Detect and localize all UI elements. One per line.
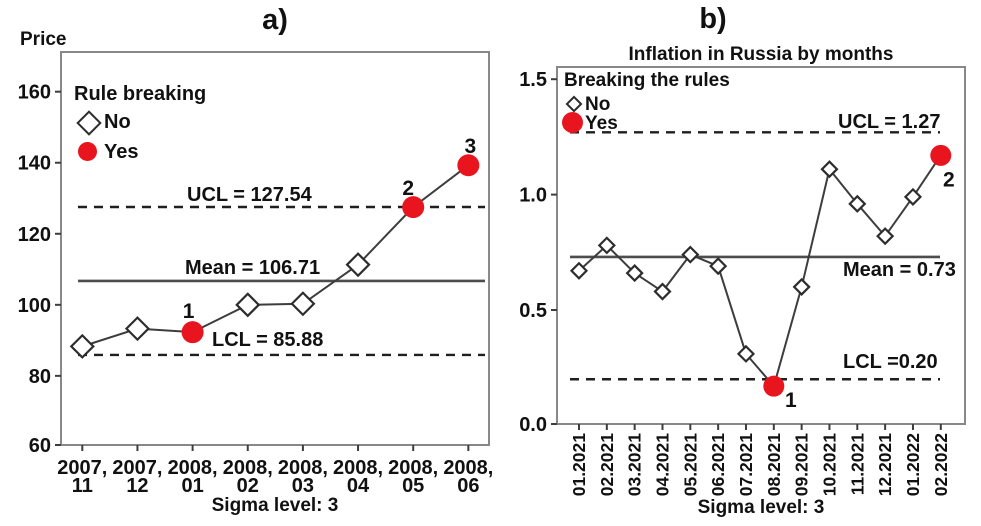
y-tick-label: 0.5 — [519, 300, 547, 322]
data-point-diamond — [820, 160, 839, 179]
data-point-breaking — [930, 144, 952, 166]
chart-b-legend-yes-label: Yes — [585, 113, 618, 134]
x-tick-label: 2008, — [278, 457, 328, 479]
x-tick-label: 03 — [292, 475, 314, 497]
chart-a-mean-label: Mean = 106.71 — [185, 257, 321, 279]
data-point-diamond — [681, 245, 700, 264]
price-axis-label: Price — [20, 29, 67, 50]
point-rule-break-number: 2 — [943, 168, 955, 191]
x-tick-label: 06 — [457, 475, 479, 497]
y-tick-label: 160 — [18, 82, 51, 104]
y-tick-label: 60 — [29, 435, 51, 457]
x-tick-label: 11.2021 — [847, 433, 867, 496]
chart-a-legend-yes-label: Yes — [104, 141, 139, 163]
x-tick-label: 10.2021 — [819, 433, 839, 497]
x-tick-label: 11 — [72, 475, 93, 497]
x-tick-label: 01.2021 — [569, 433, 589, 497]
diamond-marker-icon — [76, 110, 102, 136]
data-point-diamond — [736, 344, 756, 363]
data-point-diamond — [792, 277, 811, 296]
y-tick-label: 1.5 — [519, 69, 547, 91]
diamond-marker-icon — [565, 95, 583, 113]
x-tick-label: 12.2021 — [875, 433, 895, 497]
data-point-diamond — [876, 227, 895, 246]
data-point-diamond — [290, 291, 316, 317]
data-point-diamond — [69, 333, 95, 359]
x-tick-label: 01 — [181, 475, 203, 497]
data-point-diamond — [235, 292, 261, 318]
point-rule-break-number: 3 — [465, 135, 477, 158]
chart-frame — [556, 66, 966, 425]
point-rule-break-number: 1 — [183, 300, 195, 323]
red-circle-marker-icon — [562, 112, 583, 133]
data-point-diamond — [903, 187, 923, 206]
data-point-diamond — [569, 261, 589, 280]
y-tick-label: 100 — [18, 295, 51, 317]
data-point-breaking — [402, 196, 425, 219]
chart-b-mean-label: Mean = 0.73 — [843, 259, 956, 281]
chart-a-lcl-label: LCL = 85.88 — [212, 329, 324, 351]
data-point-breaking — [763, 375, 785, 397]
x-tick-label: 01.2022 — [903, 433, 923, 497]
chart-b-plot-area: 0.0 0.5 1.0 1.5 01.2021 02.2021 03.2021 04.2021… — [519, 66, 966, 497]
x-tick-label: 2008, — [388, 457, 438, 479]
panel-b-title: b) — [699, 3, 727, 35]
y-tick-label: 80 — [29, 366, 51, 388]
point-rule-break-number: 2 — [402, 177, 414, 200]
x-tick-label: 02.2021 — [597, 433, 617, 497]
chart-a-legend-title: Rule breaking — [74, 83, 207, 105]
x-tick-label: 02 — [237, 475, 259, 497]
data-point-diamond — [653, 282, 672, 301]
chart-a-ucl-label: UCL = 127.54 — [187, 184, 312, 206]
chart-b-sigma-level-caption: Sigma level: 3 — [697, 497, 825, 518]
data-point-diamond — [345, 252, 371, 278]
chart-b-lcl-label: LCL =0.20 — [843, 351, 938, 373]
x-tick-label: 09.2021 — [792, 433, 812, 497]
x-tick-label: 04 — [347, 475, 370, 497]
x-tick-label: 06.2021 — [708, 433, 728, 497]
data-point-breaking — [181, 321, 204, 344]
x-tick-label: 04.2021 — [652, 433, 672, 497]
chart-b-legend: Breaking the rules No Yes — [562, 70, 744, 134]
x-tick-label: 07.2021 — [736, 433, 756, 497]
chart-a-sigma-level-caption: Sigma level: 3 — [211, 495, 339, 516]
y-tick-label: 1.0 — [519, 185, 547, 207]
chart-b-ucl-label: UCL = 1.27 — [838, 111, 941, 133]
y-tick-label: 120 — [18, 224, 51, 246]
x-tick-label: 2008, — [168, 457, 218, 479]
data-point-diamond — [625, 264, 644, 283]
data-point-breaking — [457, 154, 480, 177]
data-point-diamond — [124, 316, 151, 342]
data-point-diamond — [597, 236, 616, 255]
x-tick-label: 08.2021 — [764, 433, 784, 497]
x-tick-label: 05 — [402, 475, 424, 497]
x-tick-label: 03.2021 — [625, 433, 645, 497]
x-tick-label: 2007, — [57, 457, 107, 479]
x-tick-label: 2007, — [112, 457, 162, 479]
red-circle-marker-icon — [78, 142, 97, 161]
chart-b-title: Inflation in Russia by months — [628, 44, 894, 65]
x-tick-label: 2008, — [223, 457, 273, 479]
x-tick-label: 05.2021 — [680, 433, 700, 497]
data-point-diamond — [709, 257, 728, 276]
chart-a-plot-area: 60801001201401602007,112007,122008,01200… — [18, 51, 493, 497]
x-tick-label: 2008, — [333, 457, 383, 479]
data-point-diamond — [848, 194, 867, 213]
y-tick-label: 0.0 — [519, 414, 547, 436]
chart-a-legend: Rule breaking No Yes — [74, 84, 244, 164]
y-tick-label: 140 — [18, 153, 51, 175]
x-tick-label: 02.2022 — [931, 433, 951, 497]
point-rule-break-number: 1 — [785, 389, 797, 412]
panel-a-title: a) — [262, 4, 288, 36]
chart-a-legend-no-label: No — [104, 111, 131, 133]
chart-b-legend-title: Breaking the rules — [564, 70, 730, 91]
chart-b-legend-no-label: No — [585, 94, 611, 115]
x-tick-label: 12 — [126, 475, 148, 497]
chart-frame — [60, 51, 490, 446]
x-tick-label: 2008, — [443, 457, 493, 479]
